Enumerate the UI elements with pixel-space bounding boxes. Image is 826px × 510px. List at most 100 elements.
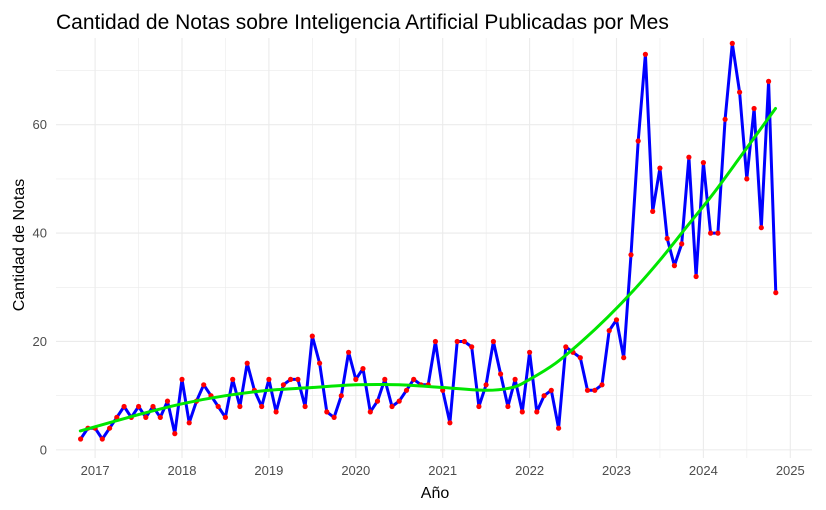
data-point — [396, 398, 402, 404]
data-point — [664, 235, 670, 242]
data-point — [642, 51, 649, 57]
data-point — [773, 290, 779, 296]
data-point — [715, 230, 721, 236]
data-point — [288, 376, 294, 382]
data-point — [230, 376, 236, 382]
data-point — [461, 338, 467, 345]
data-point — [483, 382, 489, 388]
trend-line — [78, 107, 777, 433]
series-points-group — [78, 40, 779, 442]
x-tick-label: 2017 — [81, 463, 110, 478]
data-point — [454, 338, 460, 345]
data-point — [237, 403, 243, 410]
data-point — [172, 431, 178, 437]
data-point — [657, 165, 663, 171]
data-point — [519, 409, 525, 415]
data-point — [179, 376, 185, 382]
x-tick-label: 2023 — [602, 463, 631, 478]
data-point — [548, 387, 554, 393]
x-tick-label: 2020 — [341, 463, 370, 478]
data-point — [259, 403, 265, 410]
data-point — [215, 403, 221, 410]
data-point — [338, 393, 344, 399]
data-point — [403, 387, 410, 393]
y-tick-label: 0 — [40, 442, 47, 457]
data-point — [107, 425, 113, 431]
data-point — [512, 376, 518, 382]
y-tick-label: 20 — [33, 334, 47, 349]
data-point — [266, 376, 272, 382]
data-point — [606, 328, 612, 334]
data-point — [186, 420, 192, 426]
data-point — [331, 414, 337, 420]
data-point — [758, 225, 764, 231]
data-point — [382, 376, 388, 382]
data-point — [635, 138, 641, 144]
data-point — [222, 414, 228, 420]
data-point — [201, 382, 207, 388]
data-point — [164, 398, 171, 404]
trend-line-group — [78, 107, 777, 433]
data-point — [527, 349, 533, 355]
data-point — [498, 371, 504, 377]
x-tick-label: 2019 — [254, 463, 283, 478]
data-point — [541, 393, 547, 399]
data-point — [505, 403, 511, 410]
data-point — [150, 403, 156, 410]
data-point — [766, 78, 772, 84]
data-point — [353, 376, 359, 382]
data-point — [490, 338, 496, 345]
data-point — [432, 338, 438, 345]
data-point — [563, 344, 569, 350]
data-point — [374, 398, 381, 404]
data-point — [679, 241, 685, 247]
data-point — [729, 40, 735, 47]
x-tick-label: 2021 — [428, 463, 457, 478]
data-point — [389, 403, 395, 410]
data-point — [621, 355, 627, 361]
data-point — [346, 349, 352, 355]
x-axis-label: Año — [421, 485, 450, 502]
data-point — [324, 409, 330, 415]
x-tick-label: 2025 — [776, 463, 805, 478]
data-point — [700, 160, 707, 166]
data-point — [708, 230, 714, 236]
data-point — [280, 382, 286, 388]
x-tick-label: 2024 — [689, 463, 718, 478]
chart-title: Cantidad de Notas sobre Inteligencia Art… — [56, 11, 669, 34]
data-point — [744, 176, 750, 182]
data-point — [584, 387, 591, 393]
data-point — [121, 403, 127, 410]
x-tick-label: 2022 — [515, 463, 544, 478]
series-line-group — [79, 41, 778, 441]
data-point — [556, 425, 562, 431]
series-line — [79, 41, 778, 441]
data-point — [686, 154, 692, 160]
data-point — [577, 355, 583, 361]
y-axis-label: Cantidad de Notas — [11, 179, 28, 312]
data-point — [367, 409, 373, 415]
data-point — [244, 360, 250, 366]
data-point — [114, 414, 120, 420]
y-tick-label: 40 — [33, 226, 47, 241]
data-point — [751, 105, 757, 112]
data-point — [78, 436, 84, 442]
data-point — [295, 376, 301, 382]
data-point — [599, 382, 605, 388]
data-point — [447, 420, 453, 426]
data-point — [693, 273, 699, 280]
x-tick-label: 2018 — [168, 463, 197, 478]
data-point — [411, 376, 417, 382]
data-point — [737, 89, 743, 95]
data-point — [628, 252, 634, 258]
data-point — [592, 387, 598, 393]
data-point — [534, 409, 540, 415]
data-point — [476, 403, 482, 410]
x-tick-labels: 2017 2018 2019 2020 2021 2022 2023 2024 2025 — [81, 463, 805, 478]
data-point — [613, 317, 620, 323]
data-point — [469, 344, 475, 350]
data-point — [157, 414, 163, 420]
data-point — [136, 403, 142, 410]
data-point — [309, 333, 315, 339]
